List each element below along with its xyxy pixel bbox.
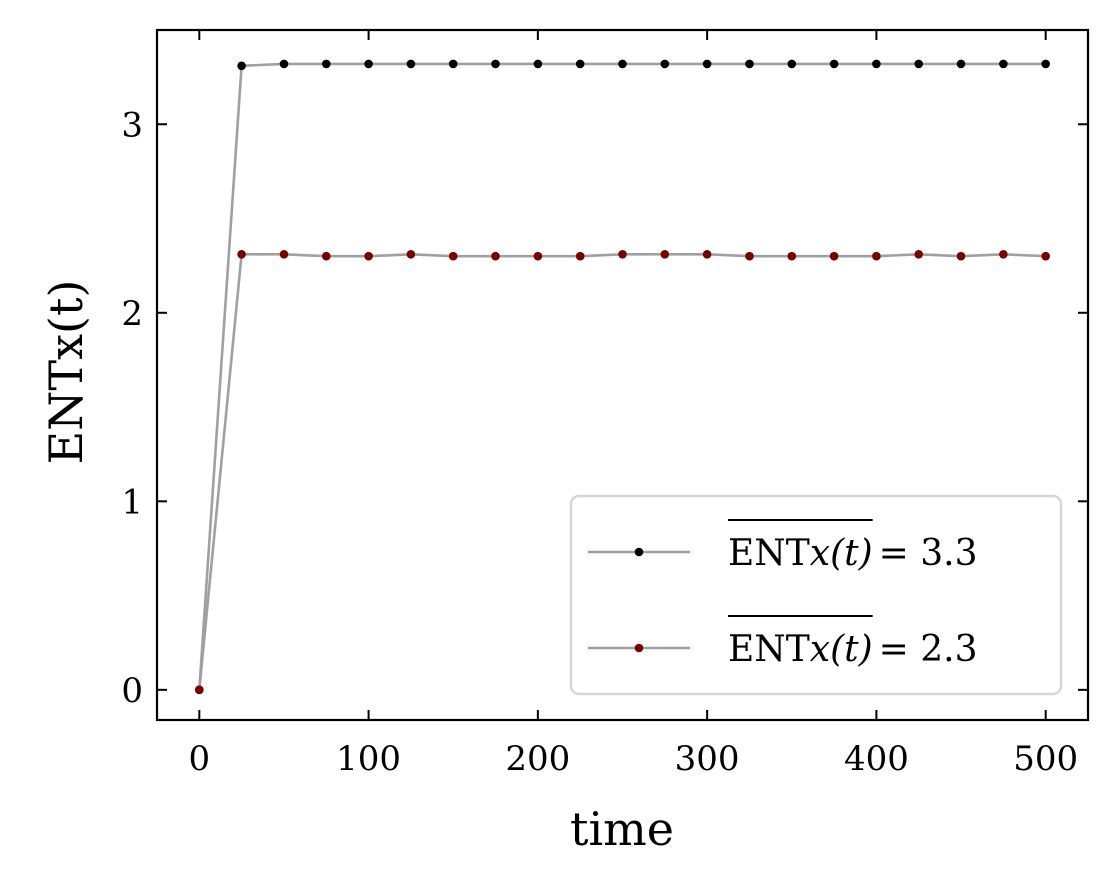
series-1-point [448,251,458,261]
series-0-point [787,59,797,69]
series-0-point [618,59,627,69]
series-1-point [1041,251,1050,261]
series-0-point [1041,59,1050,69]
series-0-point [364,59,373,69]
series-1-point [575,251,585,261]
series-1-point [702,250,712,259]
series-0-point [872,59,881,69]
legend-marker-0 [634,547,644,557]
series-0-point [829,59,839,69]
series-1-point [406,250,416,259]
series-1-point [872,251,881,261]
series-0-point [575,59,585,69]
y-tick-label: 1 [121,482,143,522]
series-1-point [491,251,500,261]
series-0-point [914,59,923,69]
series-0-point [533,59,543,69]
x-tick-label: 200 [505,739,570,779]
plot-markers [195,59,1050,695]
series-1-point [999,250,1008,259]
series-0-point [999,59,1008,69]
series-0-point [491,59,500,69]
series-0-point [660,59,670,69]
series-0-point [448,59,458,69]
x-tick-label: 400 [844,739,909,779]
series-0-point [406,59,416,69]
series-0-point [279,59,289,69]
series-0-point [745,59,754,69]
y-tick-label: 2 [121,294,143,334]
y-tick-label: 3 [121,105,143,145]
series-1-point [829,251,839,261]
series-0-point [956,59,966,69]
y-axis-label: ENTx(t) [39,280,93,465]
series-1-point [618,250,627,259]
series-1-point [745,251,754,261]
series-1-point [322,251,331,261]
plot-frame [155,28,1090,722]
x-axis-label: time [570,802,674,856]
y-tick-label: 0 [121,671,143,711]
legend-box [569,494,1063,696]
tick-labels: 0 100 200 300 400 500 0 1 2 3 [121,105,1078,779]
series-1-point [195,685,204,695]
legend-label-1: ENTx(t) [728,629,873,670]
series-0-point [702,59,712,69]
legend-marker-1 [634,643,644,653]
legend-value-0: = 3.3 [879,533,978,574]
x-tick-label: 100 [336,739,401,779]
series-1-point [364,251,373,261]
series-1-point [237,250,246,259]
series-0-point [322,59,331,69]
x-tick-label: 0 [188,739,210,779]
legend-label-0: ENTx(t) [728,533,873,574]
x-tick-label: 300 [675,739,740,779]
legend-value-1: = 2.3 [879,629,978,670]
series-1-point [787,251,797,261]
axis-ticks [157,30,1088,720]
series-1-point [279,250,289,259]
series-1-point [914,250,923,259]
x-tick-label: 500 [1013,739,1078,779]
series-1-point [956,251,966,261]
series-1-point [660,250,670,259]
series-0-point [237,61,246,71]
series-1-point [533,251,543,261]
